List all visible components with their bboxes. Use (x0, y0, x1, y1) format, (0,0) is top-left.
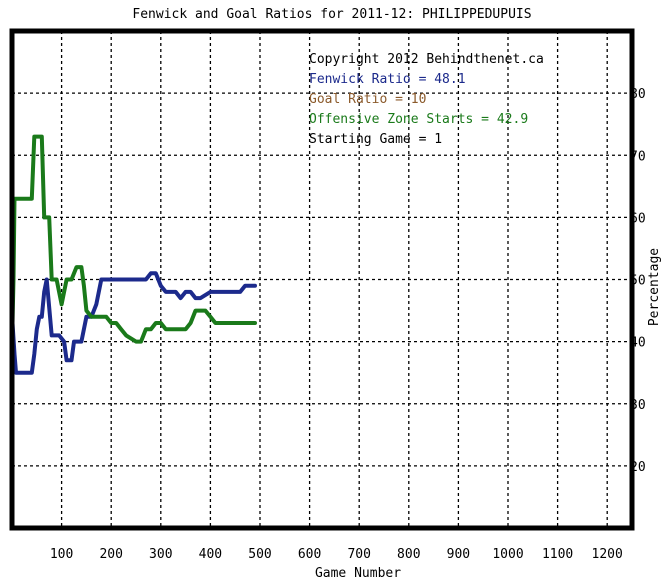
x-tick-label: 600 (298, 547, 321, 562)
x-tick-label: 100 (50, 547, 73, 562)
y-tick-label: 60 (630, 211, 646, 226)
x-tick-label: 1100 (542, 547, 573, 562)
y-tick-label: 70 (630, 149, 646, 164)
plot-frame (9, 28, 635, 531)
y-tick-label: 30 (630, 398, 646, 413)
x-tick-label: 1200 (592, 547, 623, 562)
x-tick-label: 700 (347, 547, 370, 562)
annotation-line: Offensive Zone Starts = 42.9 (309, 112, 528, 127)
x-tick-label: 400 (199, 547, 222, 562)
y-tick-labels: 20 30 40 50 60 70 80 (630, 87, 646, 475)
x-tick-label: 500 (248, 547, 271, 562)
series-line-offensive-zone-starts (10, 134, 257, 344)
annotation-line: Starting Game = 1 (309, 132, 442, 147)
x-tick-labels: 100 200 300 400 500 600 700 800 900 1000 1100 1200 (50, 547, 623, 562)
y-tick-label: 80 (630, 87, 646, 102)
x-tick-label: 900 (447, 547, 470, 562)
chart-title: Fenwick and Goal Ratios for 2011-12: PHI… (132, 7, 531, 22)
y-axis-label: Percentage (647, 248, 662, 326)
series-layer (10, 134, 257, 375)
y-tick-label: 20 (630, 460, 646, 475)
x-axis-label: Game Number (315, 566, 401, 580)
y-tick-label: 40 (630, 336, 646, 351)
y-tick-label: 50 (630, 274, 646, 289)
annotation-line: Goal Ratio = 10 (309, 92, 426, 107)
x-tick-label: 1000 (492, 547, 523, 562)
annotations: Copyright 2012 Behindthenet.ca Fenwick Ra… (309, 52, 544, 147)
x-tick-label: 200 (99, 547, 122, 562)
annotation-line: Copyright 2012 Behindthenet.ca (309, 52, 544, 67)
series-line-fenwick-ratio (10, 271, 257, 375)
x-tick-label: 300 (149, 547, 172, 562)
x-tick-label: 800 (397, 547, 420, 562)
annotation-line: Fenwick Ratio = 48.1 (309, 72, 466, 87)
